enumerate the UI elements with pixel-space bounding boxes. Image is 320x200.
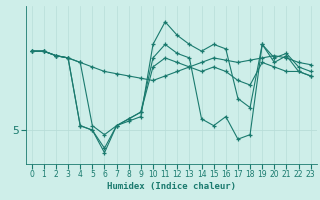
X-axis label: Humidex (Indice chaleur): Humidex (Indice chaleur)	[107, 182, 236, 191]
